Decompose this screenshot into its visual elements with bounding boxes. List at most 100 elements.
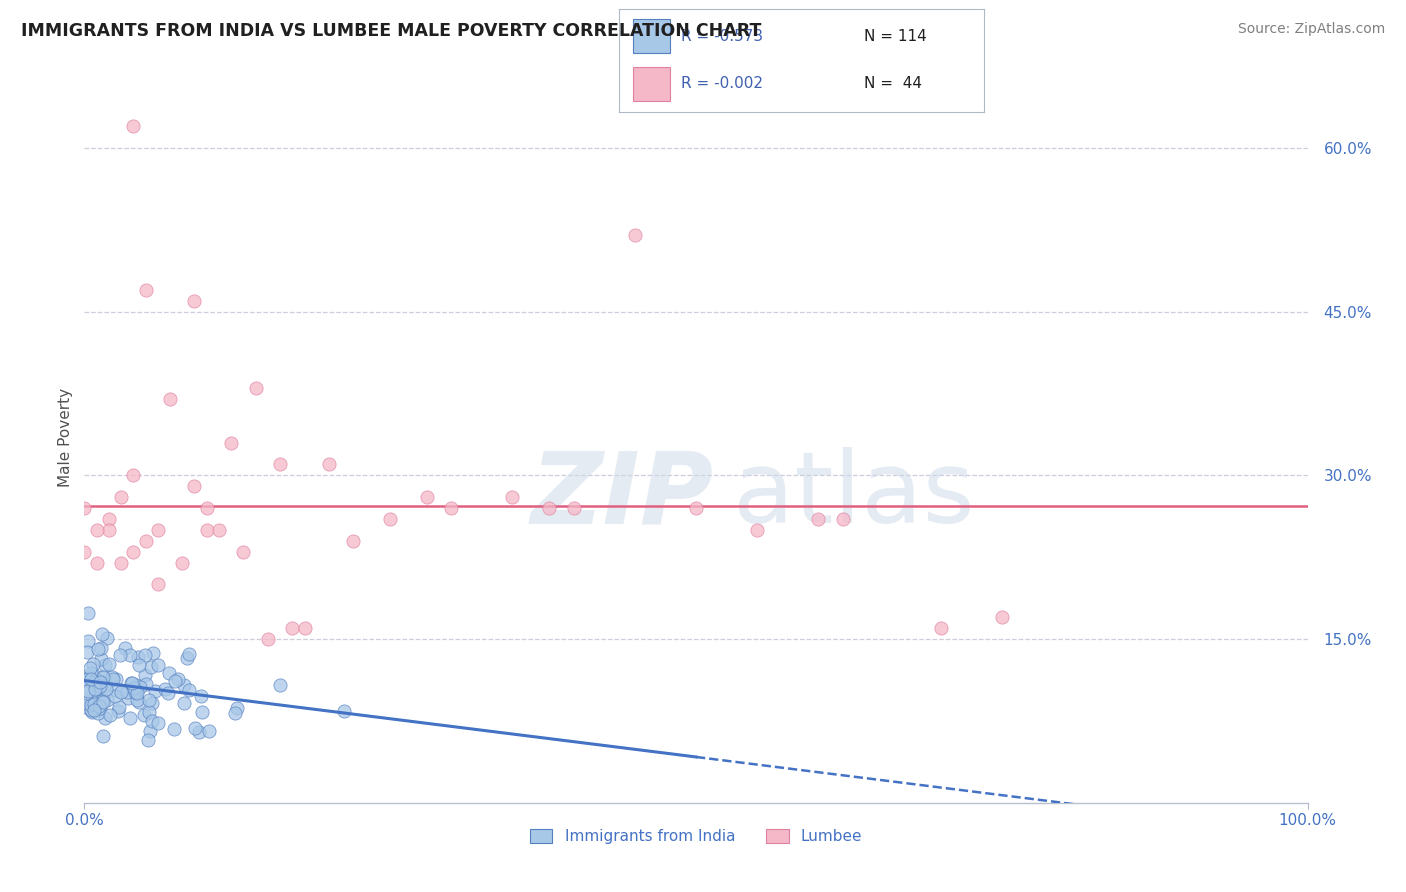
Point [929, 621, 952, 635]
Point [77, 633, 100, 648]
Point [831, 512, 853, 526]
Point [96, 631, 118, 645]
Point [91, 695, 114, 709]
Point [114, 641, 136, 656]
Point [89, 699, 111, 714]
Point [122, 119, 145, 133]
Point [80, 698, 103, 712]
Point [134, 648, 156, 662]
Point [76, 645, 98, 659]
Point [77, 691, 100, 706]
Point [380, 512, 402, 526]
Point [134, 668, 156, 682]
Point [195, 523, 218, 537]
Point [108, 648, 131, 662]
Point [96, 682, 118, 697]
Point [562, 501, 585, 516]
Point [191, 705, 214, 719]
Point [127, 683, 149, 698]
Point [135, 677, 157, 691]
Text: R = -0.573: R = -0.573 [681, 29, 763, 44]
Point [82, 694, 104, 708]
Point [141, 696, 163, 710]
Text: N =  44: N = 44 [863, 77, 921, 91]
Legend: Immigrants from India, Lumbee: Immigrants from India, Lumbee [523, 822, 869, 850]
Point [624, 228, 647, 243]
Point [807, 512, 830, 526]
Point [93, 711, 115, 725]
Point [226, 700, 249, 714]
Bar [633, 19, 669, 53]
Point [163, 723, 186, 737]
Point [83, 697, 105, 711]
Point [75, 696, 97, 710]
Point [138, 693, 160, 707]
Point [179, 683, 201, 698]
Point [333, 704, 356, 718]
Point [141, 714, 163, 728]
Point [89, 698, 111, 713]
Point [127, 649, 149, 664]
Point [93, 729, 115, 743]
Point [183, 479, 205, 493]
Point [177, 648, 200, 662]
Point [135, 283, 157, 297]
Bar [633, 68, 669, 101]
Point [128, 680, 150, 694]
Point [89, 701, 111, 715]
Point [108, 699, 131, 714]
Point [146, 715, 169, 730]
Point [153, 681, 176, 696]
Point [219, 435, 242, 450]
Point [79, 661, 101, 675]
Point [128, 658, 150, 673]
Point [76, 685, 98, 699]
Point [87, 642, 110, 657]
Point [269, 458, 291, 472]
Point [76, 671, 98, 685]
Point [87, 706, 110, 720]
Point [87, 690, 110, 705]
Point [117, 685, 139, 699]
Point [110, 556, 132, 570]
Point [86, 556, 108, 570]
Point [139, 660, 162, 674]
Point [122, 468, 145, 483]
Point [89, 675, 111, 690]
Point [163, 674, 186, 689]
Point [538, 501, 561, 516]
Point [101, 670, 124, 684]
Point [120, 676, 142, 690]
Point [747, 523, 769, 537]
Point [257, 632, 280, 646]
Point [91, 670, 114, 684]
Text: ZIP: ZIP [531, 447, 714, 544]
Point [232, 545, 254, 559]
Point [124, 685, 146, 699]
Text: N = 114: N = 114 [863, 29, 927, 44]
Point [173, 678, 195, 692]
Point [105, 672, 128, 686]
Point [198, 724, 221, 739]
Y-axis label: Male Poverty: Male Poverty [58, 387, 73, 487]
Point [120, 648, 142, 662]
Point [86, 523, 108, 537]
Point [117, 690, 139, 705]
Point [142, 646, 165, 660]
Point [89, 679, 111, 693]
Point [80, 665, 103, 680]
Point [176, 650, 198, 665]
Point [157, 666, 180, 681]
Point [110, 490, 132, 504]
Point [208, 523, 231, 537]
Point [146, 523, 169, 537]
Point [172, 556, 194, 570]
Point [84, 682, 107, 697]
Point [122, 545, 145, 559]
Point [97, 512, 120, 526]
Point [136, 732, 159, 747]
Point [145, 684, 167, 698]
Point [110, 684, 132, 698]
Point [77, 671, 100, 685]
Point [73, 501, 96, 516]
